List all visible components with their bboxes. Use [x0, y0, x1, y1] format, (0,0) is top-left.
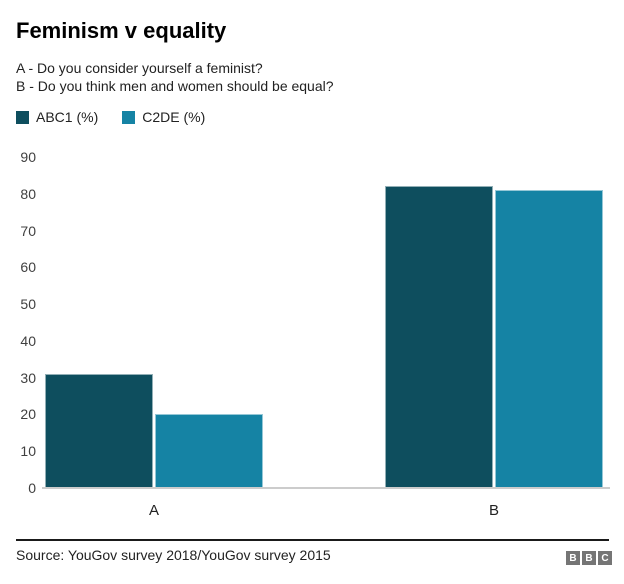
legend-label-c2de: C2DE (%)	[142, 109, 206, 125]
subtitle-line-b: B - Do you think men and women should be…	[16, 77, 334, 94]
y-tick-label: 70	[20, 222, 36, 239]
legend-swatch-abc1	[16, 110, 29, 124]
y-tick-label: 10	[20, 443, 36, 460]
y-tick-label: 50	[20, 296, 36, 313]
legend: ABC1 (%) C2DE (%)	[16, 109, 205, 125]
bar-c2de-category-a	[155, 414, 263, 488]
bbc-logo-letter-3: C	[598, 551, 612, 565]
legend-item-abc1: ABC1 (%)	[16, 109, 98, 125]
chart-title: Feminism v equality	[16, 18, 227, 43]
y-tick-label: 20	[20, 406, 36, 423]
bar-c2de-category-b	[495, 190, 603, 488]
x-axis-baseline	[42, 487, 610, 489]
y-tick-label: 80	[20, 185, 36, 202]
footer-divider	[16, 539, 609, 541]
bbc-logo-letter-2: B	[582, 551, 596, 565]
y-tick-label: 90	[20, 149, 36, 165]
bbc-logo: B B C	[566, 551, 612, 565]
bar-abc1-category-a	[45, 374, 153, 488]
source-text: Source: YouGov survey 2018/YouGov survey…	[16, 547, 331, 563]
y-tick-label: 0	[28, 480, 36, 496]
legend-swatch-c2de	[122, 110, 136, 124]
chart-subtitle: A - Do you consider yourself a feminist?…	[16, 60, 334, 95]
y-tick-label: 40	[20, 332, 36, 349]
subtitle-line-a: A - Do you consider yourself a feminist?	[16, 60, 263, 76]
bar-abc1-category-b	[385, 186, 493, 488]
x-axis-label-b: B	[488, 502, 499, 519]
legend-label-abc1: ABC1 (%)	[36, 109, 99, 125]
bbc-logo-letter-1: B	[566, 551, 580, 565]
legend-item-c2de: C2DE (%)	[122, 109, 205, 125]
y-tick-label: 30	[20, 369, 36, 386]
plot-area	[42, 157, 610, 489]
y-tick-label: 60	[20, 259, 36, 276]
x-axis-label-a: A	[148, 502, 159, 519]
